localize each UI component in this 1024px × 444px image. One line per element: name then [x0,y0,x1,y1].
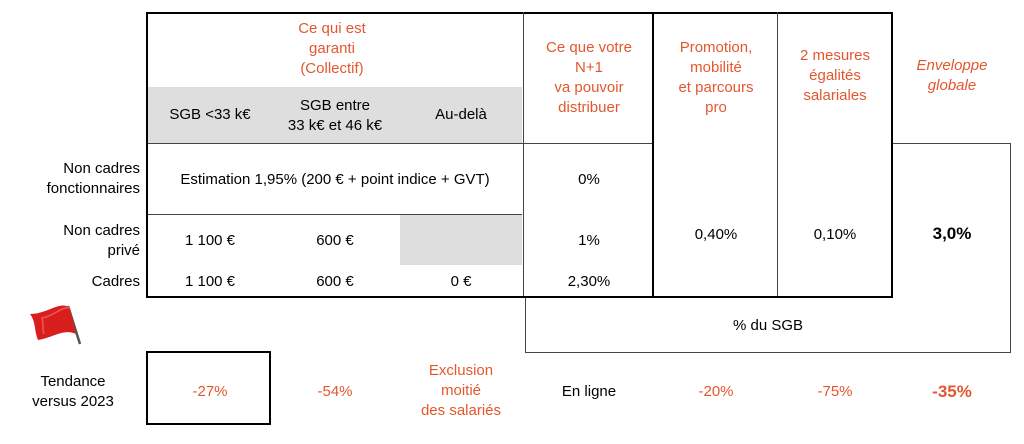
cadres-low-value: 1 100 € [184,273,236,290]
tendance-low: -27% [192,383,228,400]
row-label-cadres: Cadres [91,273,140,290]
row-label-non-cadres-fonctionnaires: Non cadres fonctionnaires [46,160,140,197]
col-enveloppe: Enveloppe globale [916,57,988,94]
tendance-n1: En ligne [561,383,617,400]
row-label-non-cadres-prive: Non cadres privé [63,222,140,259]
tendance-label: Tendance versus 2023 [32,373,114,410]
col-egalite: 2 mesures égalités salariales [799,47,871,104]
cadres-mid-value: 600 € [316,273,354,290]
tendance-high: Exclusion moitié des salariés [420,362,502,419]
red-flag-icon [24,300,84,348]
fonct-n1-value: 0% [578,171,600,188]
col-sgb-low: SGB <33 k€ [169,106,251,123]
prive-low-value: 1 100 € [184,232,236,249]
header-gray-band [148,87,522,143]
tendance-enveloppe: -35% [932,382,972,401]
sgb-note: % du SGB [732,317,804,334]
tendance-mid: -54% [317,383,353,400]
cadres-high-value: 0 € [450,273,472,290]
estimation-text: Estimation 1,95% (200 € + point indice +… [180,171,490,188]
prive-high-gray-cell [400,215,522,265]
col-sgb-high: Au-delà [435,106,487,123]
col-n1: Ce que votre N+1 va pouvoir distribuer [546,39,632,116]
tendance-promotion: -20% [698,383,734,400]
cadres-n1-value: 2,30% [567,273,611,290]
tendance-egalite: -75% [817,383,853,400]
enveloppe-value: 3,0% [932,224,972,243]
promotion-value: 0,40% [694,226,738,243]
egalite-value: 0,10% [813,226,857,243]
col-sgb-mid: SGB entre 33 k€ et 46 k€ [287,97,383,134]
prive-mid-value: 600 € [316,232,354,249]
prive-n1-value: 1% [578,232,600,249]
collectif-title: Ce qui est garanti (Collectif) [298,20,366,77]
col-promotion: Promotion, mobilité et parcours pro [678,39,754,116]
